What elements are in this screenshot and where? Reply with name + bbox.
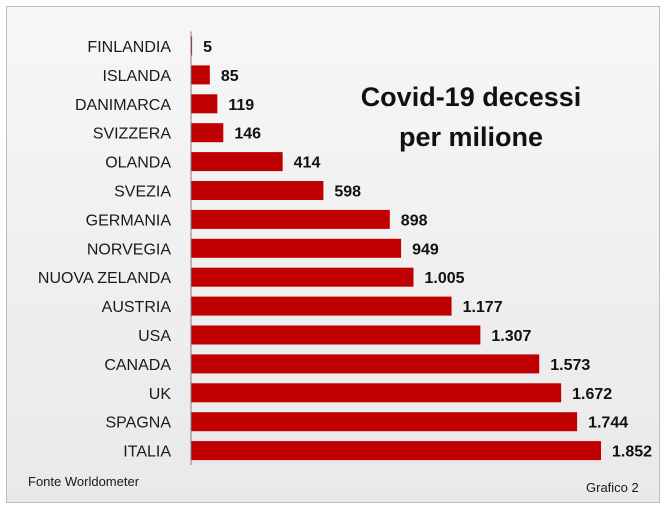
bar — [191, 412, 578, 432]
category-labels: FINLANDIA ISLANDA DANIMARCA SVIZZERA OLANDA S… — [38, 39, 171, 461]
value-label: 598 — [334, 184, 361, 201]
bar — [191, 383, 562, 403]
value-label: 1.852 — [612, 444, 652, 461]
category-label: UK — [149, 386, 172, 403]
category-label: GERMANIA — [86, 212, 172, 229]
bar — [191, 181, 324, 200]
value-label: 949 — [412, 241, 439, 258]
value-label: 1.005 — [424, 270, 464, 287]
category-label: ITALIA — [123, 444, 171, 461]
value-label: 898 — [401, 212, 428, 229]
category-label: FINLANDIA — [87, 39, 171, 56]
bar — [191, 325, 481, 345]
category-label: SPAGNA — [106, 415, 172, 432]
value-label: 1.744 — [588, 415, 628, 432]
value-label: 414 — [294, 155, 321, 172]
value-label: 146 — [234, 126, 261, 143]
category-label: OLANDA — [105, 155, 171, 172]
category-label: USA — [138, 328, 171, 345]
value-label: 5 — [203, 39, 212, 56]
category-label: NUOVA ZELANDA — [38, 270, 171, 287]
value-labels: 5 85 119 146 414 598 898 949 1.005 1.177 1.307 1.57… — [203, 39, 652, 461]
bar — [191, 152, 283, 172]
bar — [191, 36, 193, 56]
category-label: DANIMARCA — [75, 97, 171, 114]
category-label: AUSTRIA — [102, 299, 172, 316]
value-label: 1.573 — [550, 357, 590, 374]
source-note: Fonte Worldometer — [28, 474, 140, 489]
value-label: 119 — [228, 97, 254, 114]
bar — [191, 267, 414, 287]
bar — [191, 238, 402, 258]
category-label: SVIZZERA — [93, 126, 172, 143]
chart-title-line-2: per milione — [399, 122, 543, 152]
bars — [191, 36, 601, 461]
chart-title-line-1: Covid-19 decessi — [361, 82, 582, 112]
value-label: 1.177 — [463, 299, 503, 316]
category-label: ISLANDA — [103, 68, 172, 85]
bar — [191, 123, 224, 143]
category-label: CANADA — [104, 357, 171, 374]
category-label: NORVEGIA — [87, 241, 172, 258]
bar — [191, 65, 210, 85]
value-label: 1.307 — [491, 328, 531, 345]
figure-label: Grafico 2 — [586, 480, 639, 495]
bar — [191, 296, 452, 316]
value-label: 85 — [221, 68, 239, 85]
bar — [191, 441, 601, 461]
bar — [191, 209, 390, 229]
bar — [191, 354, 540, 374]
bar — [191, 94, 218, 114]
category-label: SVEZIA — [114, 184, 171, 201]
value-label: 1.672 — [572, 386, 612, 403]
